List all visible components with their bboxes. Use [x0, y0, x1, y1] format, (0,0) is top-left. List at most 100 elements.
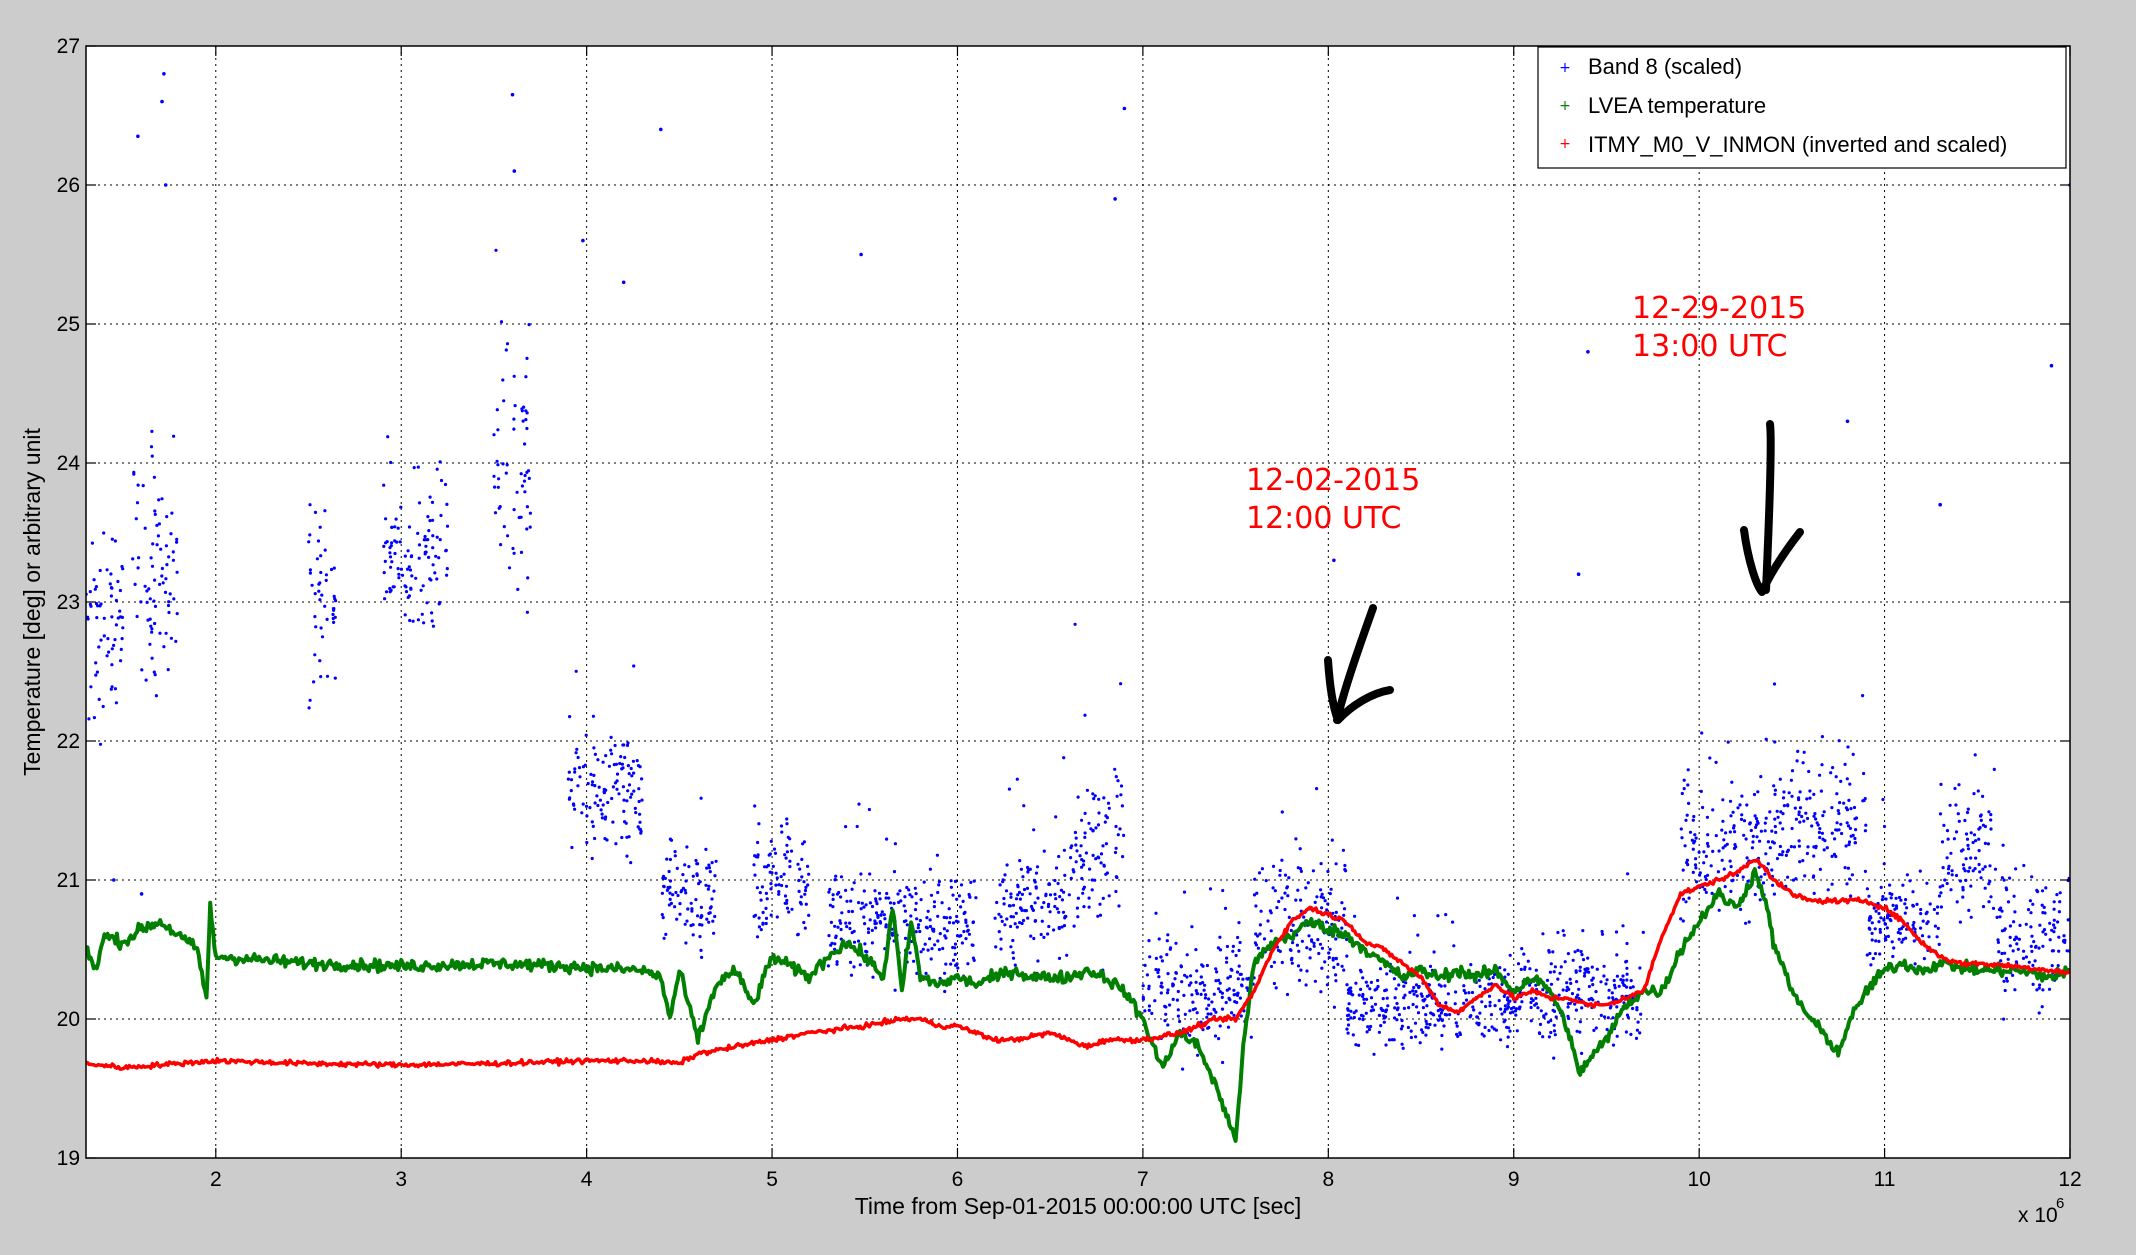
band8-point [1182, 993, 1186, 998]
band8-point [1226, 976, 1230, 980]
band8-point [1879, 885, 1883, 890]
band8-point [1327, 955, 1331, 960]
band8-point [949, 879, 953, 883]
band8-point [1319, 888, 1323, 892]
band8-point [1195, 992, 1199, 996]
band8-point [704, 847, 708, 852]
band8-point [710, 861, 714, 865]
band8-point [834, 874, 838, 878]
band8-point [1578, 1020, 1582, 1024]
band8-point [1959, 849, 1964, 853]
band8-point [967, 932, 972, 936]
band8-point [399, 505, 403, 509]
band8-point [707, 866, 712, 870]
band8-point [1534, 996, 1538, 1000]
band8-point [1612, 978, 1616, 983]
band8-point [802, 920, 806, 925]
band8-point [764, 906, 768, 911]
band8-point [1470, 990, 1475, 995]
band8-point [1821, 814, 1825, 818]
band8-point [867, 807, 872, 812]
band8-point [1238, 996, 1242, 1000]
band8-point [2030, 934, 2034, 938]
band8-point [1102, 796, 1106, 800]
band8-point [2056, 964, 2060, 968]
band8-point [752, 863, 756, 867]
x-tick-label: 8 [1322, 1168, 1334, 1191]
band8-point [699, 948, 703, 953]
band8-point [1973, 867, 1977, 871]
band8-point [855, 824, 859, 829]
band8-point [1849, 834, 1853, 838]
band8-point [831, 897, 835, 902]
band8-point [2028, 899, 2032, 903]
band8-point [620, 835, 624, 840]
band8-point [1025, 886, 1030, 891]
band8-point [524, 375, 528, 379]
band8-point [903, 909, 908, 913]
band8-point [1981, 905, 1986, 909]
band8-point [622, 798, 626, 802]
band8-point [1415, 994, 1419, 998]
band8-point [175, 570, 179, 574]
band8-point [1345, 954, 1349, 958]
band8-point [827, 934, 831, 938]
band8-point [1088, 867, 1092, 871]
band8-point [1789, 845, 1793, 849]
band8-point [331, 612, 335, 617]
band8-point [1691, 870, 1695, 875]
band8-point [116, 579, 120, 584]
band8-point [1334, 862, 1338, 866]
band8-point [610, 796, 614, 801]
band8-point [1691, 847, 1695, 851]
band8-point [1912, 920, 1916, 925]
band8-point [625, 743, 630, 748]
band8-point [896, 892, 900, 896]
band8-point [1705, 841, 1710, 846]
band8-point [758, 891, 762, 895]
band8-point [845, 899, 849, 903]
band8-point [1019, 867, 1024, 871]
band8-point [1822, 848, 1826, 852]
band8-point [497, 477, 501, 481]
band8-point [826, 964, 831, 968]
band8-point [1731, 810, 1735, 814]
band8-point [1101, 844, 1105, 848]
annotation-dec29-time: 13:00 UTC [1632, 329, 1787, 364]
band8-point [2014, 867, 2018, 871]
band8-point [1295, 943, 1299, 947]
band8-point [407, 565, 411, 569]
band8-point [391, 585, 395, 589]
band8-point [1685, 858, 1689, 862]
band8-point [156, 534, 160, 538]
band8-point [601, 803, 605, 807]
band8-point [568, 715, 572, 719]
band8-point [1298, 847, 1302, 851]
band8-point [1508, 953, 1512, 957]
band8-point [151, 542, 155, 546]
band8-point [319, 675, 323, 679]
band8-point [1680, 791, 1684, 796]
band8-point [844, 888, 848, 893]
band8-point [1503, 1010, 1507, 1014]
band8-point [388, 586, 392, 591]
band8-point [1436, 1018, 1441, 1022]
band8-point [424, 544, 428, 548]
band8-point [1062, 848, 1066, 852]
band8-point [1845, 821, 1849, 825]
band8-point [1463, 991, 1468, 995]
band8-point [1278, 949, 1282, 954]
band8-point [2040, 903, 2044, 907]
band8-point [1899, 927, 1904, 931]
band8-point [2021, 956, 2026, 961]
band8-point [1566, 1005, 1570, 1009]
band8-point [2032, 940, 2036, 944]
band8-point [1181, 1067, 1185, 1071]
band8-point [1217, 978, 1221, 983]
band8-point [525, 426, 529, 431]
band8-point [168, 592, 172, 596]
band8-point [438, 460, 442, 464]
band8-point [1004, 889, 1009, 893]
band8-point [1156, 970, 1160, 975]
band8-point [1798, 860, 1802, 864]
